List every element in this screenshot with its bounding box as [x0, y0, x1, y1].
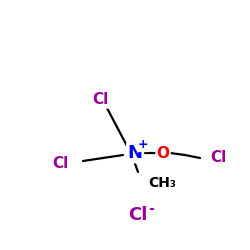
- Text: CH₃: CH₃: [148, 176, 176, 190]
- Text: O: O: [156, 146, 170, 160]
- Text: Cl: Cl: [92, 92, 108, 108]
- Text: Cl: Cl: [210, 150, 226, 164]
- Text: N: N: [128, 144, 142, 162]
- Text: Cl: Cl: [128, 206, 148, 224]
- Text: Cl: Cl: [52, 156, 68, 170]
- Text: +: +: [138, 138, 148, 151]
